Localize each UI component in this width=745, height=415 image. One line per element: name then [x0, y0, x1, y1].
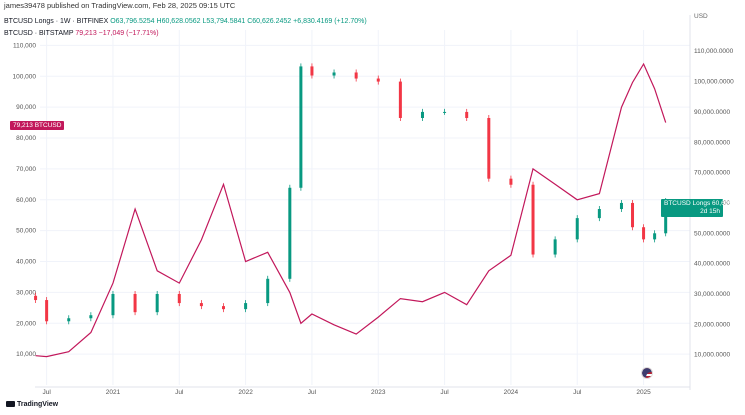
candle-body	[465, 111, 469, 118]
right-tick-label: 70,000.0000	[694, 170, 731, 177]
us-flag-icon[interactable]	[641, 367, 653, 379]
x-tick-label: Jul	[308, 389, 317, 396]
candle-body	[155, 293, 159, 313]
left-tick-label: 80,000	[16, 135, 36, 142]
candle-body	[509, 178, 513, 185]
legend-longs-symbol: BTCUSD Longs · 1W · BITFINEX	[4, 18, 109, 25]
left-tick-label: 50,000	[16, 228, 36, 235]
left-tick-label: 30,000	[16, 289, 36, 296]
tradingview-logo[interactable]: TradingView	[6, 401, 58, 408]
left-tick-label: 20,000	[16, 320, 36, 327]
btcusd-price-tag-value: 79,213	[13, 122, 33, 129]
candle-body	[398, 81, 402, 118]
axis-decor	[35, 15, 691, 390]
x-axis: Jul 2021 Jul 2022 Jul 2023 Jul 2024 Jul 2025	[42, 389, 651, 396]
btcusd-price-tag-symbol: BTCUSD	[34, 122, 62, 129]
right-tick-label: 80,000.0000	[694, 139, 731, 146]
x-tick-label: Jul	[42, 389, 51, 396]
candle-body	[653, 233, 657, 240]
candle-body	[354, 72, 358, 79]
longs-price-tag: BTCUSD Longs 60,626.2452 2d 15h	[661, 199, 745, 217]
x-tick-label: 2025	[636, 389, 651, 396]
left-tick-label: 110,000	[13, 42, 36, 49]
tradingview-brand-text: TradingView	[17, 401, 59, 408]
candle-body	[89, 315, 93, 319]
candle-body	[553, 239, 557, 255]
candle-body	[597, 209, 601, 219]
candle-body	[487, 117, 491, 179]
longs-candle-series	[34, 63, 668, 325]
legend-btcusd-symbol: BTCUSD · BITSTAMP	[4, 30, 74, 37]
left-tick-label: 90,000	[16, 104, 36, 111]
x-tick-label: 2022	[238, 389, 253, 396]
x-tick-label: Jul	[440, 389, 449, 396]
candle-body	[288, 187, 292, 279]
btcusd-price-tag: 79,213 BTCUSD	[10, 121, 65, 130]
left-tick-label: 100,000	[13, 73, 37, 80]
right-tick-label: 40,000.0000	[694, 261, 731, 268]
legend-longs[interactable]: BTCUSD Longs · 1W · BITFINEX O63,796.525…	[4, 18, 367, 25]
candle-body	[299, 66, 303, 188]
legend-btcusd-values: 79,213 −17,049 (−17.71%)	[75, 30, 159, 37]
candle-body	[34, 295, 38, 301]
candle-body	[664, 201, 668, 234]
x-tick-label: 2024	[504, 389, 519, 396]
candle-body	[310, 66, 314, 76]
candle-body	[244, 303, 248, 310]
right-tick-label: 110,000.0000	[694, 48, 734, 55]
candle-body	[642, 227, 646, 240]
left-axis: 10,000 20,000 30,000 40,000 50,000 60,000 70,0…	[13, 42, 37, 358]
left-tick-label: 70,000	[16, 166, 36, 173]
candle-body	[199, 303, 203, 307]
right-tick-label: 50,000.0000	[694, 230, 731, 237]
legend-btcusd[interactable]: BTCUSD · BITSTAMP 79,213 −17,049 (−17.71…	[4, 30, 159, 37]
btcusd-price-line	[35, 62, 667, 358]
candle-body	[575, 218, 579, 240]
currency-label[interactable]: USD	[694, 13, 708, 20]
candle-body	[443, 111, 447, 113]
x-tick-label: Jul	[175, 389, 184, 396]
left-tick-label: 40,000	[16, 259, 36, 266]
candle-body	[332, 72, 336, 76]
candle-body	[619, 202, 623, 210]
candle-body	[177, 293, 181, 304]
x-tick-label: 2023	[371, 389, 386, 396]
left-tick-label: 60,000	[16, 197, 36, 204]
candle-body	[631, 202, 635, 228]
candle-body	[376, 78, 380, 82]
candle-body	[531, 184, 535, 255]
right-tick-label: 100,000.0000	[694, 79, 734, 86]
candle-body	[266, 278, 270, 304]
legend-longs-values: O63,796.5254 H60,628.0562 L53,794.5841 C…	[110, 18, 367, 25]
publisher-line: james39478 published on TradingView.com,…	[4, 1, 236, 10]
right-tick-label: 20,000.0000	[694, 321, 731, 328]
candle-body	[45, 300, 49, 322]
chart-grid	[40, 30, 690, 385]
x-tick-label: 2021	[106, 389, 121, 396]
right-tick-label: 30,000.0000	[694, 291, 731, 298]
candle-body	[222, 306, 226, 310]
candle-body	[420, 111, 424, 118]
candle-body	[133, 293, 137, 313]
candle-body	[67, 318, 71, 322]
longs-price-tag-countdown: 2d 15h	[700, 208, 720, 215]
tradingview-logo-icon	[6, 401, 15, 408]
x-tick-label: Jul	[573, 389, 582, 396]
longs-price-tag-value: BTCUSD Longs 60,626.2452	[664, 200, 745, 207]
right-tick-label: 10,000.0000	[694, 352, 731, 359]
candle-body	[111, 293, 115, 316]
right-tick-label: 90,000.0000	[694, 109, 731, 116]
left-tick-label: 10,000	[16, 351, 36, 358]
